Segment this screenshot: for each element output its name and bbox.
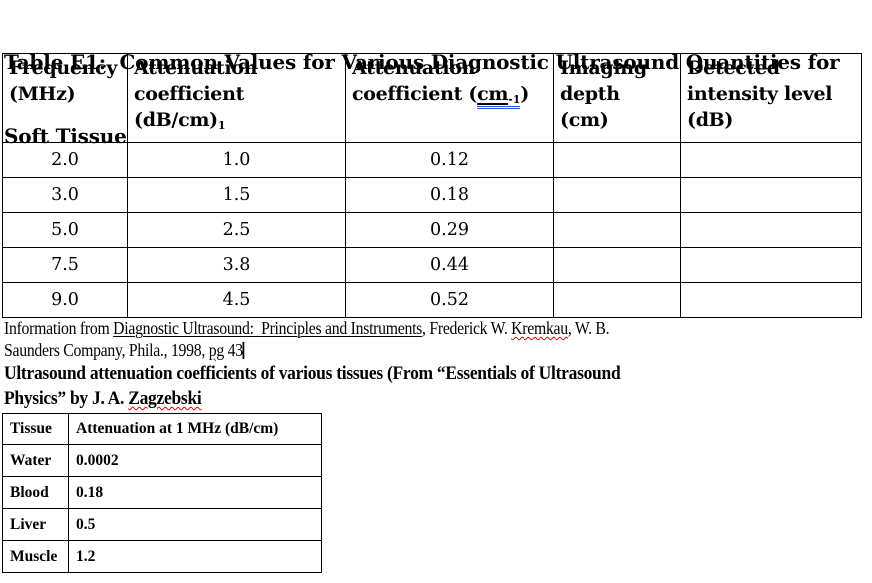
header-attenuation-1mhz: Attenuation at 1 MHz (dB/cm) [68,413,322,445]
cell-attenuation-db: 4.5 [127,282,346,318]
header-text: (cm) [560,109,609,131]
cell-attenuation-db: 2.5 [127,212,346,248]
cell-detected-intensity-empty[interactable] [680,177,862,213]
cell-imaging-depth-empty[interactable] [553,212,681,248]
cell-tissue: Liver [2,508,69,541]
cell-detected-intensity-empty[interactable] [680,247,862,283]
table-row: Blood 0.18 [2,476,322,509]
cell-attenuation-db: 1.0 [127,142,346,178]
cell-attenuation-value: 1.2 [68,540,322,573]
header-text: Attenuation [134,57,258,79]
table-row: 9.0 4.5 0.52 [2,282,862,318]
cell-tissue: Muscle [2,540,69,573]
spellcheck-word: Zagzebski [128,388,202,409]
citation-text: , W. B. [567,318,610,338]
citation-text: Information from [4,318,114,338]
header-attenuation-db: Attenuation coefficient (dB/cm)1 [127,53,346,143]
table-row: Muscle 1.2 [2,540,322,573]
header-attenuation-cm: Attenuation coefficient (cm-1) [345,53,554,143]
header-text: (dB/cm)1 [134,107,340,139]
cm-unit: cm [477,83,509,105]
header-tissue: Tissue [2,413,69,445]
header-text: coefficient [134,83,245,105]
tissues-heading: Ultrasound attenuation coefficients of v… [4,361,674,411]
table-header-row: Frequency (MHz) Attenuation coefficient … [2,53,862,143]
text-cursor [242,341,245,359]
cell-frequency: 3.0 [2,177,128,213]
header-text: depth [560,83,620,105]
cell-tissue: Blood [2,476,69,509]
header-text: Imaging [560,57,647,79]
heading-text: Physics” by J. A. [4,388,129,409]
cell-attenuation-value: 0.0002 [68,444,322,477]
table-row: 7.5 3.8 0.44 [2,247,862,283]
exponent: -1 [508,93,521,106]
header-unit: coefficient ( [352,83,478,105]
header-text: coefficient (cm-1) [352,81,548,113]
cell-imaging-depth-empty[interactable] [553,282,681,318]
table-row: Water 0.0002 [2,444,322,477]
header-unit: (dB/cm) [134,109,218,131]
tissues-heading-line2: Physics” by J. A. Zagzebski [4,386,620,411]
table-row: 5.0 2.5 0.29 [2,212,862,248]
ultrasound-quantities-table: Frequency (MHz) Attenuation coefficient … [2,53,862,318]
table-header-row: Tissue Attenuation at 1 MHz (dB/cm) [2,413,322,445]
citation-text: , Frederick W. [422,318,512,338]
tissue-attenuation-table: Tissue Attenuation at 1 MHz (dB/cm) Wate… [2,413,322,573]
book-title: Diagnostic Ultrasound: Principles and In… [113,318,423,338]
citation-line2: Saunders Company, Phila., 1998, pg 43 [4,340,609,362]
spellcheck-word: pg [208,339,224,360]
header-text: Attenuation [352,57,476,79]
cell-frequency: 2.0 [2,142,128,178]
cell-attenuation-value: 0.18 [68,476,322,509]
spellcheck-word: Kremkau [511,318,568,338]
cell-attenuation-db: 1.5 [127,177,346,213]
cell-attenuation-cm: 0.18 [345,177,554,213]
header-text: intensity level [687,83,833,105]
cell-imaging-depth-empty[interactable] [553,142,681,178]
citation-text: 43 [223,339,243,360]
cell-detected-intensity-empty[interactable] [680,212,862,248]
header-unit: ) [520,83,530,105]
cell-frequency: 5.0 [2,212,128,248]
cell-frequency: 9.0 [2,282,128,318]
cell-detected-intensity-empty[interactable] [680,142,862,178]
header-detected-intensity: Detected intensity level (dB) [680,53,862,143]
cell-attenuation-db: 3.8 [127,247,346,283]
header-text: (dB) [687,109,734,131]
tissues-heading-line1: Ultrasound attenuation coefficients of v… [4,363,621,384]
table-row: 3.0 1.5 0.18 [2,177,862,213]
cell-imaging-depth-empty[interactable] [553,177,681,213]
header-text: (MHz) [9,83,76,105]
cell-tissue: Water [2,444,69,477]
cell-attenuation-cm: 0.12 [345,142,554,178]
grammar-check-underline: cm-1 [477,83,521,109]
header-text: Detected [687,57,780,79]
cell-frequency: 7.5 [2,247,128,283]
header-text: Frequency [9,57,118,79]
table-row: 2.0 1.0 0.12 [2,142,862,178]
header-frequency: Frequency (MHz) [2,53,128,143]
cell-attenuation-cm: 0.52 [345,282,554,318]
cell-attenuation-value: 0.5 [68,508,322,541]
cell-attenuation-cm: 0.29 [345,212,554,248]
header-imaging-depth: Imaging depth (cm) [553,53,681,143]
cell-imaging-depth-empty[interactable] [553,247,681,283]
cell-attenuation-cm: 0.44 [345,247,554,283]
table-row: Liver 0.5 [2,508,322,541]
source-citation: Information from Diagnostic Ultrasound: … [4,318,677,361]
footnote-marker: 1 [217,119,226,132]
cell-detected-intensity-empty[interactable] [680,282,862,318]
citation-line1: Information from Diagnostic Ultrasound: … [4,318,610,340]
citation-text: Saunders Company, Phila., 1998, [4,339,209,360]
